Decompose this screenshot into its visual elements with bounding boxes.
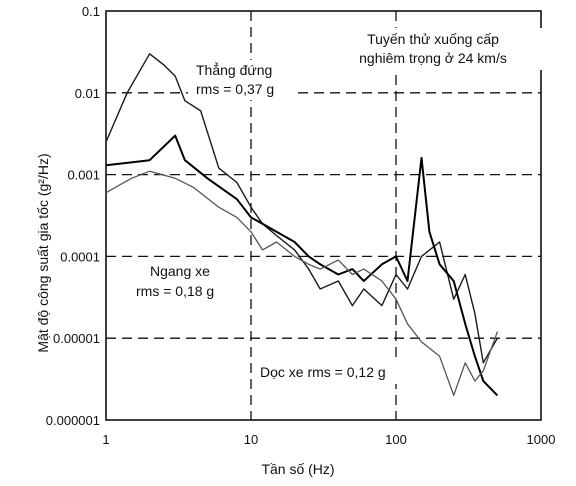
x-axis-label: Tần số (Hz) (261, 461, 334, 477)
grid (106, 11, 541, 420)
tick-labels: 1 10 100 1000 0.1 0.01 0.001 0.0001 0.00001 0.000… (46, 4, 556, 447)
y-tick-label: 0.00001 (53, 331, 100, 346)
longitudinal-label-backdrop (254, 360, 414, 384)
annotation-longitudinal: Dọc xe rms = 0,12 g (260, 364, 386, 380)
series-group (105, 53, 499, 397)
y-axis-label: Mật độ công suất gia tốc (g²/Hz) (35, 153, 51, 352)
series-line-1 (105, 53, 499, 364)
plot-frame (105, 10, 542, 421)
series-line-2 (105, 134, 499, 397)
annotation-lateral-rms: rms = 0,18 g (136, 283, 214, 299)
y-tick-label: 0.01 (75, 86, 100, 101)
series-line-3 (105, 170, 499, 397)
annotation-vertical-rms: rms = 0,37 g (196, 81, 274, 97)
x-tick-label: 1 (102, 432, 109, 447)
x-tick-label: 1000 (527, 432, 556, 447)
annotation-vertical-name: Thẳng đứng (196, 61, 272, 78)
x-tick-label: 100 (385, 432, 407, 447)
annotation-lateral-name: Ngang xe (150, 263, 210, 279)
x-tick-label: 10 (244, 432, 258, 447)
title-backdrop (323, 28, 543, 70)
lateral-label-backdrop (130, 262, 236, 302)
annotation-title-line1: Tuyến thử xuống cấp (367, 31, 499, 47)
y-tick-label: 0.000001 (46, 413, 100, 428)
vertical-label-backdrop (188, 60, 298, 100)
annotation-title-line2: nghiêm trọng ở 24 km/s (359, 50, 507, 66)
y-tick-label: 0.001 (67, 168, 100, 183)
y-tick-label: 0.1 (82, 4, 100, 19)
y-tick-label: 0.0001 (60, 249, 100, 264)
